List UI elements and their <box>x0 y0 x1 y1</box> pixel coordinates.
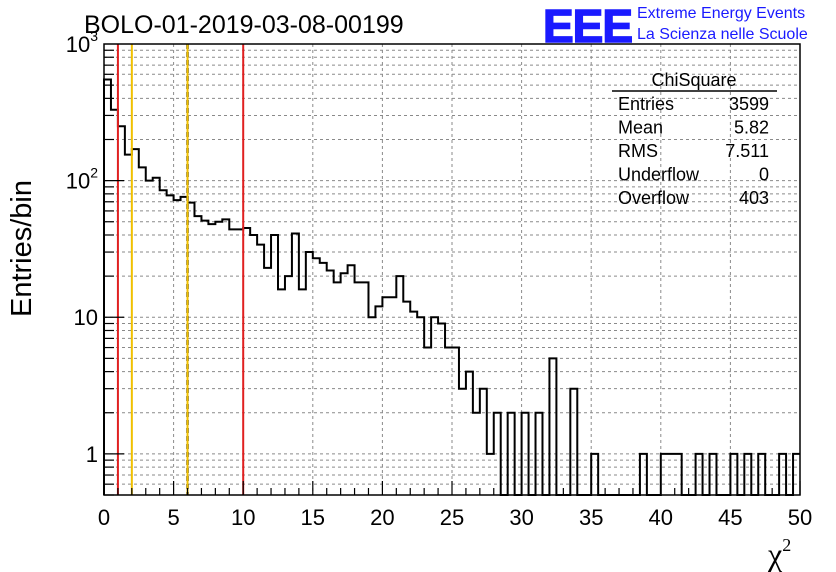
stats-label: Underflow <box>618 165 700 185</box>
stats-label: RMS <box>618 141 658 161</box>
x-tick-label: 50 <box>788 505 812 530</box>
vertical-lines <box>116 44 245 495</box>
x-axis-label-symbol: χ <box>767 536 783 572</box>
stats-label: Entries <box>618 94 674 114</box>
x-tick-label: 15 <box>301 505 325 530</box>
stats-value: 0 <box>759 165 769 185</box>
histogram-outline <box>103 78 800 496</box>
histogram-bin <box>292 234 299 495</box>
y-tick-label: 1 <box>86 442 98 467</box>
histogram-bin <box>396 276 403 495</box>
stats-title: ChiSquare <box>651 70 736 90</box>
histogram-bin <box>243 228 250 495</box>
logo-line2: La Scienza nelle Scuole <box>637 26 808 43</box>
x-tick-label: 30 <box>509 505 533 530</box>
stats-box: ChiSquare Entries 3599 Mean 5.82 RMS 7.511 Und… <box>612 70 777 208</box>
y-tick-label: 102 <box>66 165 98 194</box>
histogram-bin <box>306 252 313 495</box>
stats-value: 5.82 <box>734 118 769 138</box>
y-tick-label: 10 <box>74 305 98 330</box>
histogram-bin <box>299 289 306 495</box>
histogram-bin <box>431 317 438 495</box>
histogram-bin <box>104 79 111 495</box>
histogram-bin <box>208 224 215 495</box>
histogram-bin <box>111 110 118 495</box>
y-tick-label-base: 10 <box>66 169 90 194</box>
logo-mark: EEE <box>543 0 632 52</box>
histogram-bin <box>466 372 473 495</box>
histogram-bin <box>368 317 375 495</box>
histogram-bin <box>278 289 285 495</box>
histogram-bin <box>139 167 146 495</box>
histogram-bin <box>181 197 188 495</box>
histogram-bin <box>167 195 174 495</box>
histogram-bin <box>132 149 139 495</box>
histogram-bin <box>229 229 236 495</box>
y-tick-label-base: 10 <box>66 32 90 57</box>
y-tick-label-exponent: 3 <box>90 28 98 44</box>
histogram-bin <box>250 235 257 495</box>
histogram-bin <box>341 273 348 495</box>
x-tick-label: 20 <box>370 505 394 530</box>
histogram-bin <box>570 389 577 495</box>
logo-line1: Extreme Energy Events <box>637 5 805 22</box>
grid <box>104 44 800 495</box>
histogram-bin <box>417 317 424 495</box>
stats-value: 403 <box>739 188 769 208</box>
x-tick-label: 40 <box>649 505 673 530</box>
histogram-bin <box>271 235 278 495</box>
stats-label: Mean <box>618 118 663 138</box>
histogram-bin <box>424 348 431 495</box>
histogram-bin <box>438 323 445 495</box>
x-tick-label: 0 <box>98 505 110 530</box>
stats-value: 7.511 <box>725 141 769 161</box>
stats-rows: Entries 3599 Mean 5.82 RMS 7.511 Underflow 0 Ove… <box>618 94 769 208</box>
histogram-bin <box>118 126 125 495</box>
histogram-bin <box>146 181 153 495</box>
histogram-bin <box>382 297 389 495</box>
stats-label: Overflow <box>618 188 690 208</box>
y-tick-label: 103 <box>66 28 98 57</box>
histogram-bin <box>313 258 320 495</box>
x-axis-label: χ2 <box>767 535 791 572</box>
histogram-bin <box>285 276 292 495</box>
x-tick-label: 25 <box>440 505 464 530</box>
eee-logo: EEE Extreme Energy Events La Scienza nel… <box>542 0 808 53</box>
x-tick-label: 35 <box>579 505 603 530</box>
histogram-bin <box>194 216 201 495</box>
histogram-bin <box>445 348 452 495</box>
histogram-bin <box>549 358 556 495</box>
histogram-bin <box>480 389 487 495</box>
y-axis-label: Entries/bin <box>6 180 38 317</box>
histogram-bin <box>452 348 459 495</box>
y-tick-label-exponent: 2 <box>90 165 98 181</box>
histogram-bin <box>236 229 243 495</box>
histogram-bin <box>257 245 264 495</box>
histogram-bin <box>125 155 132 495</box>
x-tick-label: 45 <box>718 505 742 530</box>
histogram-bin <box>327 270 334 495</box>
histogram-bin <box>160 190 167 495</box>
histogram-bin <box>459 389 466 495</box>
stats-value: 3599 <box>729 94 769 114</box>
chart-title: BOLO-01-2019-03-08-00199 <box>84 11 404 39</box>
histogram-bin <box>389 297 396 495</box>
histogram-bin <box>264 268 271 495</box>
histogram-bin <box>153 178 160 495</box>
x-tick-label: 10 <box>231 505 255 530</box>
x-axis-label-exponent: 2 <box>782 535 791 555</box>
x-tick-label: 5 <box>167 505 179 530</box>
histogram <box>103 78 800 496</box>
